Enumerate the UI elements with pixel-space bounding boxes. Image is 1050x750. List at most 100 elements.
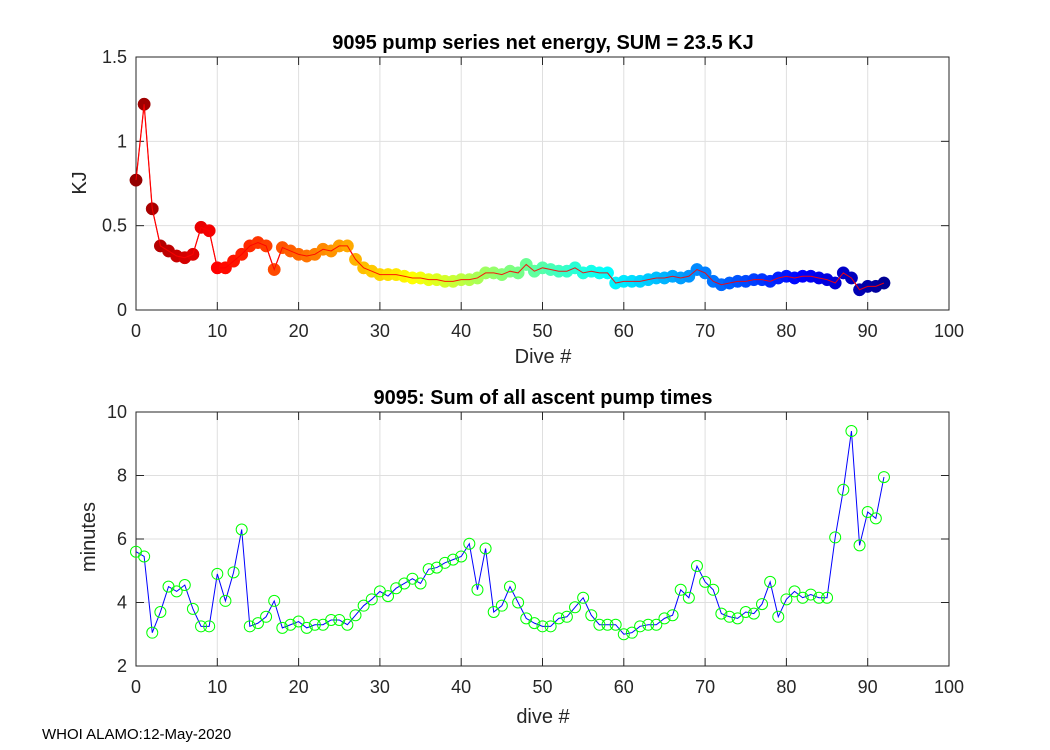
pump-point — [642, 618, 655, 631]
pump-point — [585, 609, 598, 622]
pump-point — [812, 591, 825, 604]
pump-point — [251, 617, 264, 630]
pump-ytick-label: 10 — [107, 402, 127, 422]
pump-point — [203, 620, 216, 633]
pump-point — [243, 620, 256, 633]
pump-ytick-label: 2 — [117, 656, 127, 676]
pump-point — [853, 539, 866, 552]
pump-point — [414, 577, 427, 590]
pump-xtick-label: 10 — [207, 677, 227, 697]
pump-point — [780, 593, 793, 606]
pump-point — [699, 575, 712, 588]
pump-series-line — [135, 430, 885, 635]
pump-point — [178, 579, 191, 592]
pump-point — [788, 585, 801, 598]
pump-point — [186, 602, 199, 615]
pump-point — [536, 620, 549, 633]
pump-xtick-label: 40 — [451, 677, 471, 697]
pump-ytick-label: 4 — [117, 593, 127, 613]
pump-xtick-label: 100 — [934, 677, 964, 697]
energy-xtick-label: 20 — [289, 321, 309, 341]
pump-point — [487, 606, 500, 619]
pump-point — [341, 618, 354, 631]
pump-point — [731, 612, 744, 625]
pump-point — [821, 591, 834, 604]
pump-point — [138, 550, 151, 563]
pump-point — [601, 618, 614, 631]
pump-point — [382, 590, 395, 603]
energy-xtick-label: 60 — [614, 321, 634, 341]
energy-xtick-label: 10 — [207, 321, 227, 341]
energy-axes: 9095 pump series net energy, SUM = 23.5 … — [69, 32, 964, 368]
energy-xtick-label: 50 — [532, 321, 552, 341]
pump-xtick-label: 70 — [695, 677, 715, 697]
pump-point — [357, 599, 370, 612]
pump-point — [154, 606, 167, 619]
energy-xtick-label: 40 — [451, 321, 471, 341]
pump-point — [463, 537, 476, 550]
pump-point — [837, 483, 850, 496]
pump-point — [512, 596, 525, 609]
pump-point — [756, 598, 769, 611]
pump-point — [829, 531, 842, 544]
energy-xtick-label: 80 — [776, 321, 796, 341]
pump-point — [552, 612, 565, 625]
pump-point — [609, 618, 622, 631]
energy-ytick-label: 0.5 — [102, 216, 127, 236]
pump-point — [804, 588, 817, 601]
pump-point — [739, 606, 752, 619]
pump-point — [308, 618, 321, 631]
pump-point — [577, 591, 590, 604]
pump-point — [495, 599, 508, 612]
pump-xtick-label: 90 — [858, 677, 878, 697]
energy-xtick-label: 70 — [695, 321, 715, 341]
pump-point — [861, 506, 874, 519]
pump-point — [658, 612, 671, 625]
pump-point — [276, 621, 289, 634]
energy-ylabel: KJ — [69, 171, 91, 194]
pump-point — [747, 607, 760, 620]
pump-point — [772, 610, 785, 623]
pump-point — [650, 618, 663, 631]
pump-point — [715, 607, 728, 620]
pump-point — [593, 618, 606, 631]
pump-point — [617, 628, 630, 641]
pump-title: 9095: Sum of all ascent pump times — [374, 387, 713, 409]
pump-point — [325, 613, 338, 626]
pump-point — [300, 621, 313, 634]
pump-xlabel: dive # — [516, 706, 570, 728]
pump-point — [723, 610, 736, 623]
energy-ytick-label: 1 — [117, 131, 127, 151]
energy-xtick-label: 0 — [131, 321, 141, 341]
pump-point — [707, 583, 720, 596]
pump-point — [260, 610, 273, 623]
pump-point — [625, 626, 638, 639]
pump-point — [560, 610, 573, 623]
pump-point — [170, 585, 183, 598]
pump-ytick-label: 6 — [117, 529, 127, 549]
pump-point — [666, 609, 679, 622]
pump-point — [146, 626, 159, 639]
pump-xtick-label: 60 — [614, 677, 634, 697]
pump-xtick-label: 30 — [370, 677, 390, 697]
pump-point — [690, 559, 703, 572]
pump-point — [544, 620, 557, 633]
pump-point — [796, 591, 809, 604]
energy-title: 9095 pump series net energy, SUM = 23.5 … — [332, 32, 753, 54]
pump-point — [219, 594, 232, 607]
pump-time-axes: 9095: Sum of all ascent pump times dive … — [78, 387, 964, 728]
energy-xlabel: Dive # — [515, 346, 573, 368]
pump-point — [682, 591, 695, 604]
pump-point — [227, 566, 240, 579]
pump-point — [268, 594, 281, 607]
energy-series-line — [135, 104, 885, 291]
pump-point — [869, 512, 882, 525]
pump-point — [877, 471, 890, 484]
pump-point — [235, 523, 248, 536]
energy-xtick-label: 100 — [934, 321, 964, 341]
pump-ytick-label: 8 — [117, 466, 127, 486]
pump-point — [634, 620, 647, 633]
pump-point — [455, 550, 468, 563]
pump-xtick-label: 20 — [289, 677, 309, 697]
